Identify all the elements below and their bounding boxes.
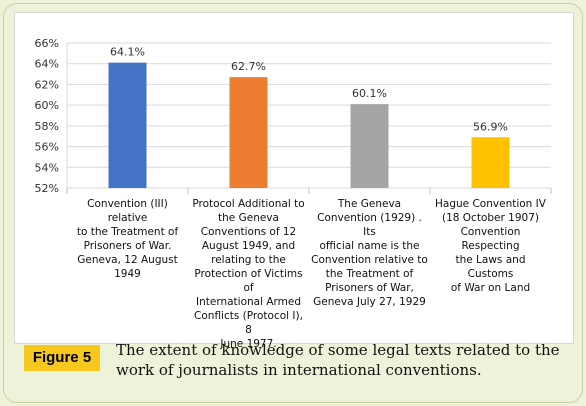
category-label-line: Protection of Victims of	[194, 268, 303, 294]
category-label-line: Geneva, 12 August	[77, 254, 178, 266]
y-tick-label: 64%	[35, 58, 59, 71]
category-label-line: June 1977.	[220, 338, 277, 350]
figure-caption: The extent of knowledge of some legal te…	[116, 341, 560, 379]
category-label-line: official name is the	[319, 240, 420, 252]
category-label-line: Prisoners of War,	[325, 282, 414, 294]
y-tick-label: 52%	[35, 182, 59, 195]
category-label-line: of War on Land	[450, 282, 531, 294]
bar	[229, 77, 268, 188]
bar	[471, 137, 510, 188]
category-label-line: to the Treatment of	[76, 226, 179, 238]
category-label-line: Prisoners of War.	[83, 240, 172, 252]
category-label-line: Protocol Additional to	[192, 198, 305, 210]
category-label-line: August 1949, and	[201, 240, 296, 252]
category-label-line: Convention Respecting	[460, 226, 521, 252]
category-label-line: (18 October 1907)	[442, 212, 539, 224]
category-label-line: the Treatment of	[325, 268, 414, 280]
category-label-line: Geneva July 27, 1929	[313, 296, 426, 308]
figure-badge: Figure 5	[24, 345, 100, 371]
data-label: 62.7%	[231, 60, 266, 73]
bar	[108, 62, 147, 188]
category-label: Protocol Additional to the Geneva Conventi…	[190, 197, 308, 351]
y-tick-label: 62%	[35, 78, 59, 91]
category-label-line: 1949	[114, 268, 141, 280]
category-label: Hague Convention IV (18 October 1907) Conv…	[432, 197, 550, 295]
category-label-line: the Laws and Customs	[455, 254, 526, 280]
bar-chart: 52% 54% 56% 58% 60% 62% 64% 66% 64.1% 62.7% 60.1% 5…	[35, 37, 552, 195]
data-label: 56.9%	[473, 120, 508, 133]
bar	[350, 104, 389, 188]
category-label-line: International Armed	[195, 296, 302, 308]
category-label: Convention (III) relative to the Treatmen…	[69, 197, 187, 281]
category-label: The Geneva Convention (1929) . Its officia…	[311, 197, 429, 309]
y-tick-label: 54%	[35, 161, 59, 174]
chart-area: 52% 54% 56% 58% 60% 62% 64% 66% 64.1% 62.7% 60.1% 5…	[14, 12, 574, 350]
y-tick-label: 58%	[35, 120, 59, 133]
y-tick-label: 60%	[35, 99, 59, 112]
category-label-line: The Geneva	[337, 198, 402, 210]
category-label-line: Convention (III) relative	[87, 198, 168, 224]
category-label-line: Conflicts (Protocol I), 8	[194, 310, 303, 336]
data-label: 60.1%	[352, 87, 387, 100]
figure-card: 52% 54% 56% 58% 60% 62% 64% 66% 64.1% 62.7% 60.1% 5…	[3, 3, 583, 403]
category-label-line: relating to the	[211, 254, 286, 266]
category-label-line: the Geneva	[218, 212, 279, 224]
y-tick-label: 66%	[35, 37, 59, 50]
category-label-line: Hague Convention IV	[435, 198, 546, 210]
data-label: 64.1%	[110, 46, 145, 59]
category-label-line: Convention relative to	[311, 254, 428, 266]
category-label-line: Conventions of 12	[200, 226, 297, 238]
category-label-line: Convention (1929) . Its	[317, 212, 422, 238]
y-tick-label: 56%	[35, 141, 59, 154]
